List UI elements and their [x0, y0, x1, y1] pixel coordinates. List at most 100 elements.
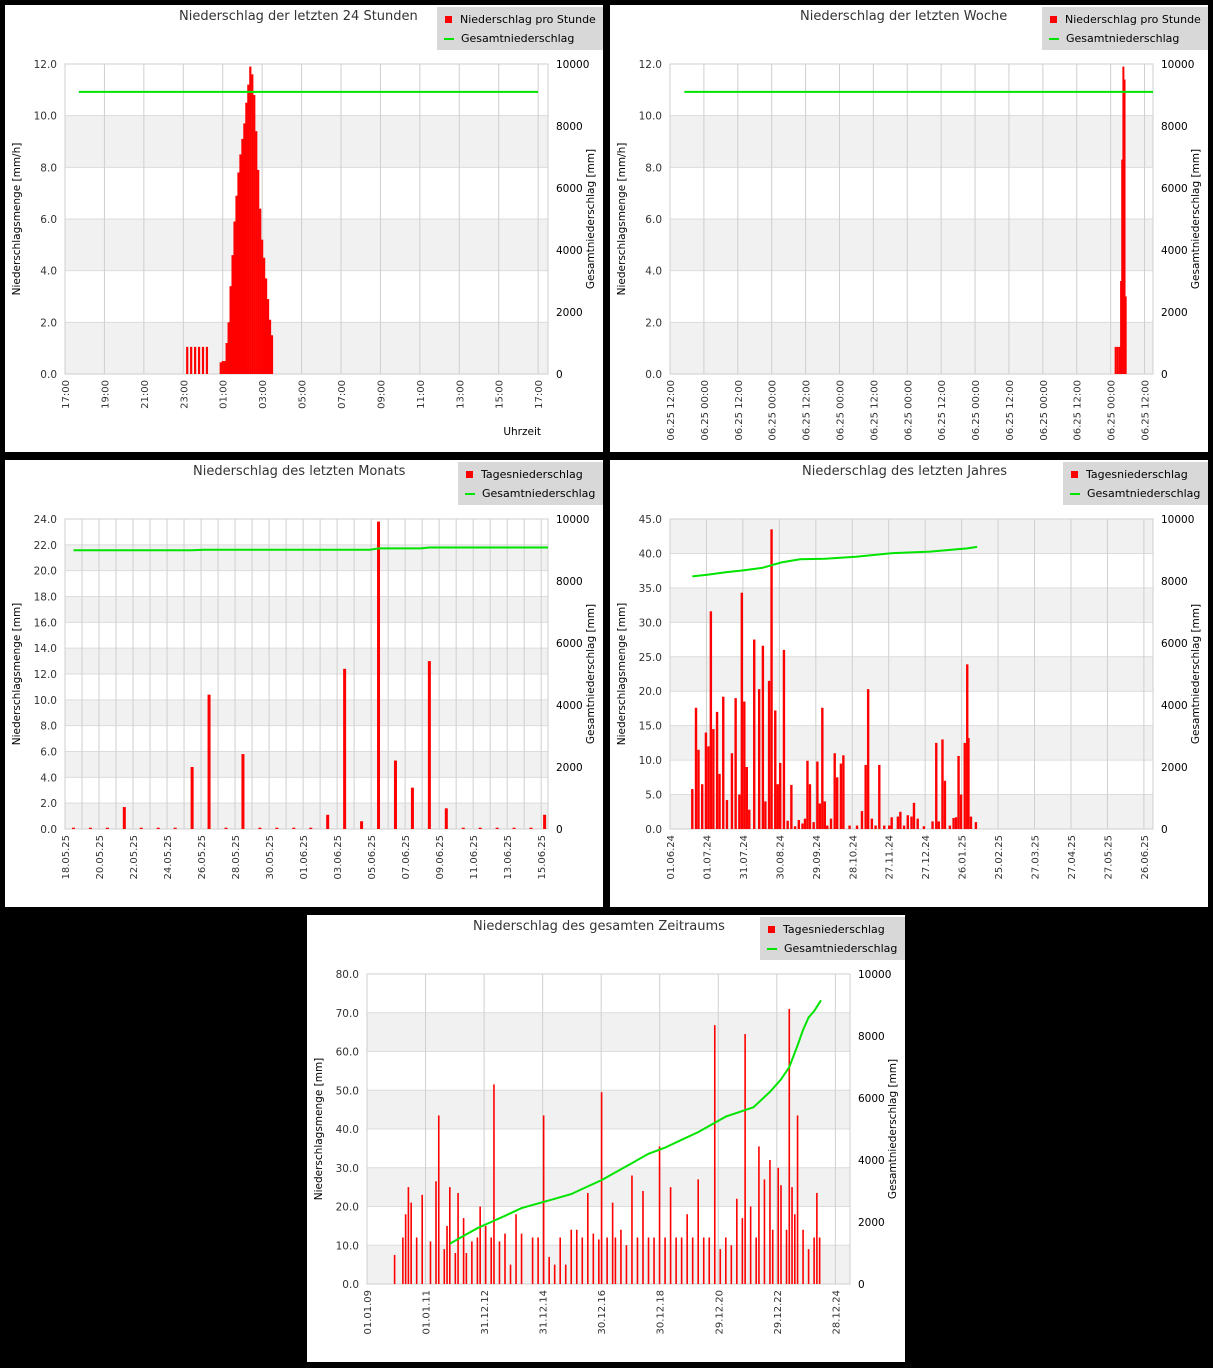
bar [570, 1229, 573, 1284]
bar [916, 818, 919, 829]
bar [504, 1233, 506, 1284]
grid-band [670, 656, 1153, 692]
bar [748, 809, 751, 829]
bar [839, 763, 843, 829]
x-tick-label: 30.08.24 [775, 835, 786, 880]
chart-title: Niederschlag des letzten Monats [193, 464, 406, 479]
bar [231, 255, 234, 374]
bar [237, 172, 240, 374]
bar [606, 1237, 608, 1284]
bar [471, 1241, 473, 1284]
bar [816, 1192, 818, 1284]
bar [764, 801, 767, 829]
bar [587, 1192, 589, 1284]
bar [906, 815, 909, 829]
bar [793, 826, 797, 829]
bar [701, 784, 704, 829]
bar [959, 794, 963, 829]
chart-panel-total: 01.01.09 01.01.11 31.12.12 31.12.14 30.12.16… [307, 915, 905, 1362]
x-tick-label: 01.07.24 [702, 835, 713, 880]
bar [221, 361, 224, 374]
bar [796, 1115, 799, 1284]
legend-entry-bar: Niederschlag pro Stunde [1048, 10, 1202, 29]
y-tick-label: 2.0 [40, 317, 57, 329]
x-tick-label: 29.12.20 [714, 1290, 725, 1335]
x-tick-label: 26.05.25 [197, 835, 208, 880]
bar [878, 764, 881, 829]
y2-tick-label: 0 [1161, 369, 1168, 381]
bar [548, 1256, 550, 1284]
bar [777, 1167, 780, 1284]
y-axis-label: Niederschlagsmenge [mm] [313, 1058, 325, 1201]
bar [802, 1229, 804, 1284]
x-tick-label: 29.09.24 [812, 835, 823, 880]
bar [899, 811, 902, 829]
legend-label: Tagesniederschlag [783, 923, 885, 936]
x-tick-label: 05.06.25 [367, 835, 378, 880]
bar [725, 800, 729, 829]
bar [543, 814, 547, 829]
legend-label: Gesamtniederschlag [1087, 487, 1201, 500]
bar [935, 742, 938, 829]
bar [194, 346, 197, 374]
bar [249, 66, 252, 375]
y2-tick-label: 8000 [556, 576, 583, 588]
bar [247, 84, 250, 375]
x-tick-label: 06.25 12:00 [734, 380, 745, 441]
legend-entry-bar: Tagesniederschlag [766, 920, 899, 939]
y2-tick-label: 4000 [556, 700, 583, 712]
bar [478, 827, 482, 829]
bar [740, 592, 744, 829]
bar [791, 1187, 793, 1284]
bar [407, 1187, 410, 1284]
bar [292, 827, 296, 829]
legend-red-swatch [445, 16, 452, 23]
bar [227, 322, 230, 374]
y2-tick-label: 6000 [1161, 638, 1188, 650]
x-tick-label: 01.06.24 [666, 835, 677, 880]
bar [598, 1239, 600, 1284]
bar [713, 1025, 716, 1284]
bar [233, 221, 236, 374]
x-tick-label: 06.25 00:00 [903, 380, 914, 441]
x-tick-label: 31.07.24 [739, 835, 750, 880]
bar [309, 827, 313, 829]
x-tick-label: 07:00 [337, 380, 348, 409]
bar [816, 761, 819, 829]
chart-panel-24h: 17:00 19:00 21:00 23:00 01:00 03:00 05:00 07:00… [5, 5, 603, 452]
grid-band [65, 596, 548, 623]
y-tick-label: 20.0 [639, 686, 662, 698]
bar [611, 1202, 614, 1284]
bar [264, 278, 268, 374]
bar [702, 1237, 705, 1284]
bar [780, 1185, 782, 1284]
bar [620, 1229, 622, 1284]
bar [465, 1253, 468, 1284]
y-tick-label: 40.0 [639, 548, 662, 560]
x-tick-label: 24.05.25 [163, 835, 174, 880]
y-tick-label: 14.0 [34, 643, 57, 655]
x-tick-label: 27.03.25 [1031, 835, 1042, 880]
bar [941, 739, 944, 829]
x-tick-label: 01.01.09 [363, 1290, 374, 1335]
bar [801, 823, 804, 829]
bar [769, 1160, 771, 1284]
bar [437, 1115, 440, 1284]
bar [263, 257, 266, 374]
bar [883, 825, 886, 829]
x-tick-label: 06.25 12:00 [869, 380, 880, 441]
grid-band [65, 115, 548, 168]
bar [266, 299, 270, 374]
grid-band [65, 219, 548, 271]
y2-tick-label: 4000 [556, 245, 583, 257]
bar [770, 529, 773, 829]
bar [476, 1237, 479, 1284]
x-tick-label: 17:00 [61, 380, 72, 409]
y-tick-label: 6.0 [40, 214, 57, 226]
y2-tick-label: 10000 [556, 59, 589, 71]
bar [808, 784, 812, 829]
bar [261, 239, 264, 374]
x-tick-label: 01:00 [219, 380, 230, 409]
bar [848, 825, 851, 829]
y-tick-label: 18.0 [34, 592, 57, 604]
